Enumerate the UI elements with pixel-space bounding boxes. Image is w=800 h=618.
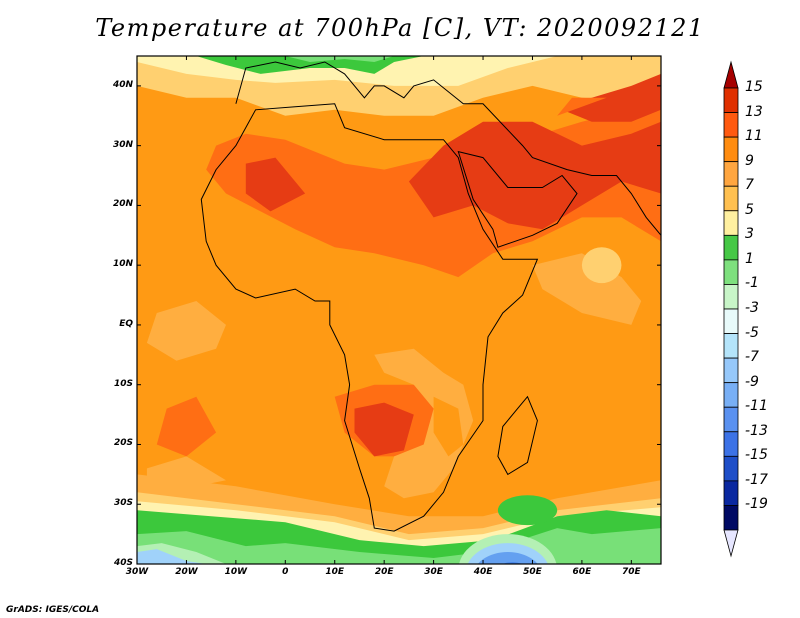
colorbar-box (723, 87, 739, 113)
lon-label: 20E (374, 567, 394, 577)
lat-label: 30S (113, 498, 133, 509)
map-title: Temperature at 700hPa [C], VT: 202009212… (95, 14, 705, 42)
colorbar-box (723, 455, 739, 482)
colorbar-box (723, 382, 739, 408)
grads-credit: GrADS: IGES/COLA (6, 605, 100, 615)
colorbar-label: -17 (745, 471, 768, 488)
colorbar-label: 11 (745, 128, 763, 145)
colorbar-box (723, 112, 739, 138)
colorbar-label: -15 (745, 447, 768, 464)
colorbar-box (723, 259, 739, 285)
colorbar-label: 1 (745, 250, 754, 267)
field-7c-arabian-sea (532, 253, 642, 325)
africa-coast (200, 103, 539, 532)
field-1c-madagascar-s (497, 495, 558, 526)
lat-label: 10S (113, 378, 133, 389)
lat-label: 20S (113, 438, 133, 449)
lon-label: 50E (523, 567, 542, 577)
colorbar-label: 13 (745, 103, 763, 120)
colorbar-label: -13 (745, 422, 768, 439)
lon-label: 20W (175, 567, 198, 577)
lat-label: 30N (112, 139, 133, 150)
colorbar-label: 5 (745, 201, 754, 218)
colorbar-label: 15 (745, 79, 763, 95)
colorbar-box (723, 308, 739, 334)
field-9c-central (433, 396, 464, 457)
colorbar-bottom-arrow (723, 529, 739, 558)
lon-label: 10E (325, 567, 345, 577)
colorbar-label: 9 (745, 152, 754, 169)
lon-label: 60E (572, 567, 592, 577)
colorbar-label: -11 (745, 398, 768, 415)
madagascar-coast (497, 395, 538, 476)
field-m1c-north (285, 56, 395, 62)
colorbar-label: -1 (745, 275, 759, 292)
field-13c-west (245, 157, 306, 212)
colorbar-box (723, 431, 739, 457)
axis-ticks (136, 56, 661, 565)
temperature-field (137, 56, 661, 564)
colorbar-box (723, 406, 739, 433)
coastlines (200, 61, 661, 532)
lon-label: 10W (224, 567, 248, 577)
colorbar-box (723, 234, 739, 261)
field-5c-arabian-sea (581, 247, 622, 284)
colorbar-box (723, 505, 739, 531)
colorbar-label: -5 (745, 324, 759, 341)
colorbar-label: -3 (745, 300, 759, 316)
field-7c-atlantic-s (146, 456, 226, 487)
colorbar (723, 60, 739, 558)
field-13c-south (354, 402, 414, 457)
lon-label: 0 (282, 567, 289, 577)
field-7c-atlantic (146, 301, 226, 361)
lat-label: 40N (112, 79, 133, 90)
colorbar-label: -19 (745, 496, 768, 513)
lat-label: 40S (113, 558, 133, 568)
arabia-coast (457, 150, 578, 248)
lat-label: 10N (112, 259, 133, 270)
lon-label: 70E (621, 567, 641, 577)
colorbar-label: 3 (745, 226, 754, 243)
colorbar-box (723, 480, 739, 506)
colorbar-box (723, 284, 739, 310)
field-m5c-sw (137, 549, 207, 564)
field-13c-asia (562, 73, 661, 122)
plot-frame (136, 55, 662, 565)
colorbar-box (723, 136, 739, 163)
field-m7c-se (477, 552, 538, 564)
lon-label: 40E (473, 567, 493, 577)
eurasia-coast (235, 61, 661, 236)
field-7c-central (374, 348, 474, 499)
colorbar-box (723, 210, 739, 236)
colorbar-box (723, 185, 739, 212)
colorbar-top-arrow (723, 60, 739, 89)
field-11c-asia (557, 97, 607, 116)
colorbar-box (723, 357, 739, 384)
field-11c-atlantic (156, 396, 217, 457)
colorbar-label: 7 (745, 177, 754, 194)
lon-label: 30W (125, 567, 149, 577)
lat-label: EQ (119, 318, 133, 329)
lat-label: 20N (112, 199, 133, 210)
colorbar-label: -7 (745, 349, 759, 366)
colorbar-box (723, 333, 739, 359)
colorbar-box (723, 161, 739, 187)
colorbar-label: -9 (745, 373, 759, 390)
lon-label: 30E (424, 567, 443, 577)
